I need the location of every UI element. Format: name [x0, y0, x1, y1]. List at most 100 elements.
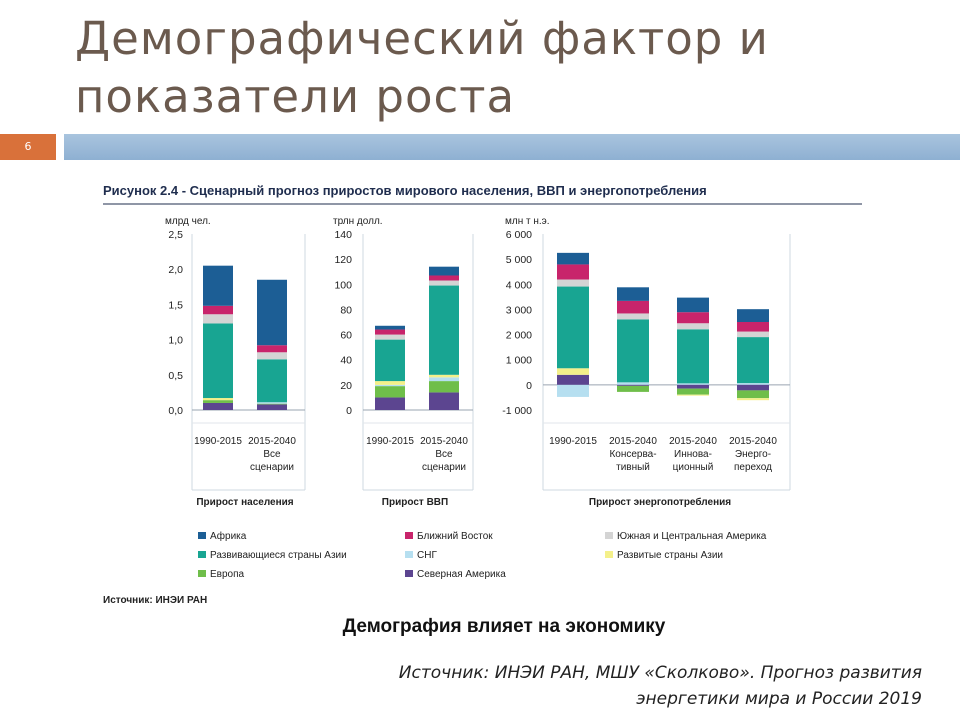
legend-swatch-cis	[405, 551, 413, 558]
bar-segment-europe	[375, 386, 405, 398]
panel-0-ytick: 2,5	[168, 229, 183, 241]
legend-swatch-middle-east	[405, 532, 413, 539]
panel-2-ytick: 6 000	[506, 229, 532, 241]
bar-segment-middle-east	[203, 305, 233, 315]
bar-segment-latin-america	[677, 323, 709, 330]
legend-swatch-north-america	[405, 570, 413, 577]
panel-1-ytick: 120	[334, 254, 352, 266]
bar-segment-cis	[257, 402, 287, 404]
panel-1-category-label: сценарии	[422, 462, 466, 473]
bar-segment-north-america	[429, 392, 459, 410]
slide-source-line1: Источник: ИНЭИ РАН, МШУ «Сколково». Прог…	[398, 663, 922, 683]
bar-segment-dev-asia	[375, 339, 405, 382]
panel-2-category-label: 2015-2040	[729, 436, 777, 447]
panel-2-category-label: Иннова-	[674, 449, 712, 460]
bar-segment-dev-asia-developed	[203, 398, 233, 401]
panel-1-ytick: 60	[340, 330, 352, 342]
bar-segment-latin-america	[257, 352, 287, 360]
legend-swatch-dev-asia	[198, 551, 206, 558]
panel-1-ytick: 40	[340, 355, 352, 367]
panel-0-category-label: 1990-2015	[194, 436, 242, 447]
bar-segment-latin-america	[429, 280, 459, 286]
legend-swatch-africa	[198, 532, 206, 539]
panel-0-ytick: 2,0	[168, 264, 183, 276]
panel-2-category-label: переход	[734, 462, 772, 473]
bar-segment-dev-asia	[617, 319, 649, 383]
bar-segment-neg-north-america	[617, 384, 649, 386]
bar-segment-north-america	[257, 404, 287, 410]
panel-0-group-label: Прирост населения	[196, 497, 293, 508]
panel-2-category-label: 2015-2040	[609, 436, 657, 447]
bar-segment-middle-east	[429, 275, 459, 281]
bar-segment-africa	[557, 252, 589, 265]
bar-segment-africa	[429, 266, 459, 276]
panel-2-category-label: тивный	[616, 462, 650, 473]
panel-2-ytick: 0	[526, 380, 532, 392]
legend-swatch-europe	[198, 570, 206, 577]
slide-title-line1: Демографический фактор и	[75, 12, 769, 65]
legend-label-dev-asia: Развивающиеся страны Азии	[210, 550, 347, 561]
figure-source-note: Источник: ИНЭИ РАН	[103, 595, 207, 606]
bar-segment-dev-asia-developed	[429, 374, 459, 378]
bar-segment-middle-east	[737, 322, 769, 332]
legend-swatch-latin-america	[605, 532, 613, 539]
bar-segment-neg-dev-asia-developed	[677, 394, 709, 396]
bar-segment-dev-asia-developed	[557, 368, 589, 375]
panel-0-ytick: 1,0	[168, 335, 183, 347]
header-divider-bar	[64, 134, 960, 160]
legend-label-middle-east: Ближний Восток	[417, 531, 493, 542]
bar-segment-europe	[203, 400, 233, 403]
bar-segment-cis	[375, 384, 405, 387]
bar-segment-middle-east	[617, 300, 649, 314]
slide-title: Демографический фактор и показатели рост…	[75, 10, 935, 126]
bar-segment-middle-east	[557, 264, 589, 280]
bar-segment-africa	[257, 279, 287, 346]
bar-segment-cis	[677, 383, 709, 385]
figure-2-4: Рисунок 2.4 - Сценарный прогноз приросто…	[103, 183, 862, 606]
bar-segment-neg-europe	[677, 388, 709, 395]
legend-label-europe: Европа	[210, 569, 245, 580]
panel-2-category-label: Консерва-	[609, 449, 656, 460]
panel-1-category-label: 1990-2015	[366, 436, 414, 447]
bar-segment-europe	[429, 381, 459, 393]
panel-0-ytick: 0,5	[168, 370, 183, 382]
slide-caption: Демография влияет на экономику	[342, 616, 666, 637]
bar-segment-dev-asia	[677, 329, 709, 384]
panel-2-category-label: 2015-2040	[669, 436, 717, 447]
bar-segment-north-america	[203, 402, 233, 410]
panel-2-ytick: 2 000	[506, 330, 532, 342]
slide-source: Источник: ИНЭИ РАН, МШУ «Сколково». Прог…	[399, 660, 922, 712]
panel-0-unit-label: млрд чел.	[165, 216, 211, 227]
bar-segment-neg-europe	[737, 390, 769, 399]
slide-source-line2: энергетики мира и России 2019	[636, 689, 922, 709]
panel-0-category-label: Все	[263, 449, 281, 460]
panel-0-category-label: 2015-2040	[248, 436, 296, 447]
bar-segment-dev-asia-developed	[375, 381, 405, 385]
bar-segment-europe	[257, 403, 287, 405]
legend-label-dev-asia-developed: Развитые страны Азии	[617, 550, 723, 561]
bar-segment-dev-asia	[557, 286, 589, 369]
panel-1-ytick: 140	[334, 229, 352, 241]
panel-2-ytick: -1 000	[502, 405, 532, 417]
panel-1-group-label: Прирост ВВП	[382, 497, 448, 508]
panel-2-category-label: ционный	[673, 462, 714, 473]
panel-2-ytick: 3 000	[506, 304, 532, 316]
panel-1-category-label: Все	[435, 449, 453, 460]
bar-segment-dev-asia	[429, 285, 459, 375]
bar-segment-middle-east	[677, 312, 709, 324]
bar-segment-middle-east	[257, 345, 287, 353]
bar-segment-africa	[677, 297, 709, 313]
bar-segment-neg-europe	[617, 385, 649, 392]
panel-1-unit-label: трлн долл.	[333, 216, 383, 227]
panel-1-ytick: 0	[346, 405, 352, 417]
panel-2-unit-label: млн т н.э.	[505, 216, 550, 227]
panel-2-ytick: 1 000	[506, 355, 532, 367]
page-number-badge: 6	[0, 134, 56, 160]
bar-segment-latin-america	[375, 334, 405, 340]
panel-0-ytick: 1,5	[168, 299, 183, 311]
bar-segment-dev-asia	[257, 359, 287, 403]
panel-1-ytick: 20	[340, 380, 352, 392]
slide-title-line2: показатели роста	[75, 70, 516, 123]
bar-segment-cis	[617, 382, 649, 385]
bar-segment-neg-dev-asia-developed	[737, 398, 769, 401]
